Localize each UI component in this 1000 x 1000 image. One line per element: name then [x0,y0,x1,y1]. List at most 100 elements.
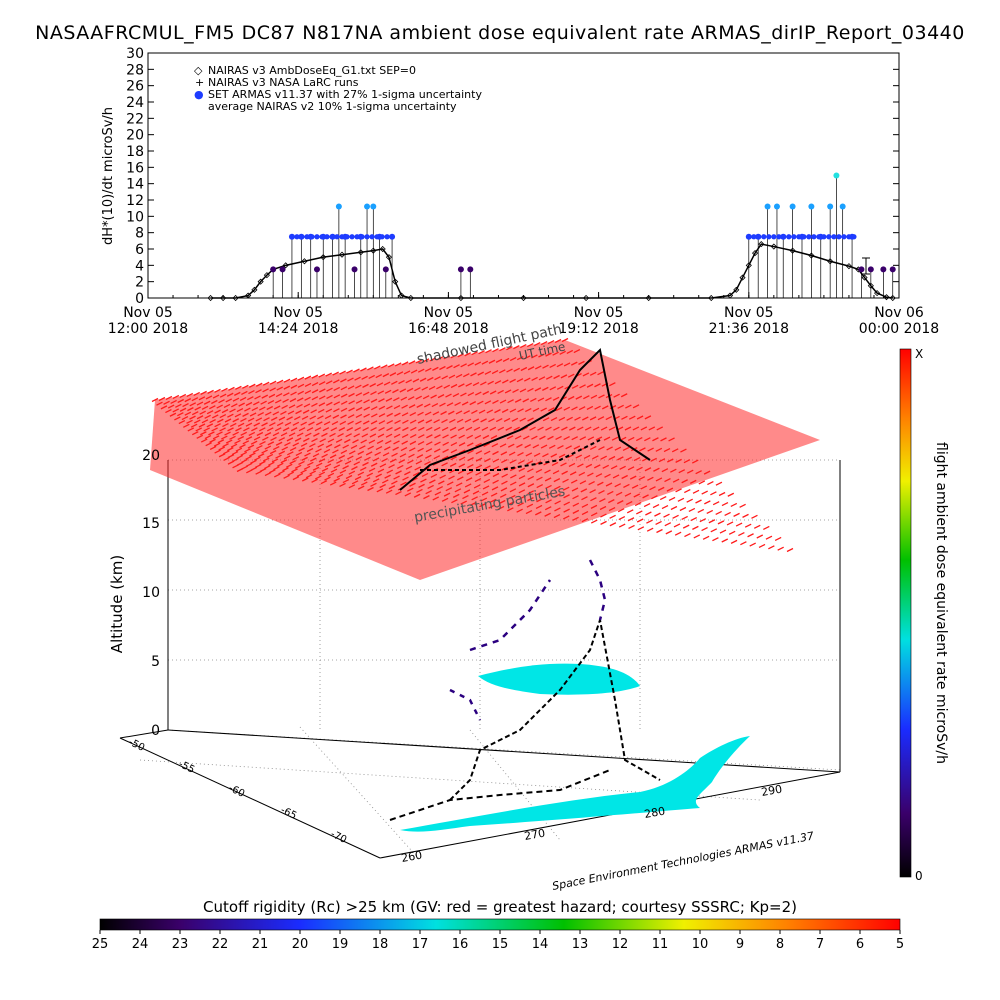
particle-dash [436,485,444,491]
particle-dash [206,423,214,428]
particle-dash [522,398,530,403]
particle-dash [233,391,241,396]
particle-dash [535,468,543,474]
particle-dash [486,409,494,414]
particle-dash [374,365,381,370]
particle-dash [535,511,542,516]
particle-dash [581,503,589,508]
particle-dash [509,494,516,500]
measurement-point [851,234,857,240]
particle-dash [403,370,411,375]
particle-dash [501,408,509,413]
particle-dash [267,441,275,446]
particle-dash [517,408,524,413]
particle-dash [597,416,605,421]
particle-dash [250,459,257,464]
particle-dash [347,377,354,382]
particle-dash [558,416,566,422]
particle-dash [367,366,374,371]
particle-dash [266,453,274,459]
particle-dash [372,478,380,483]
particle-dash [455,482,463,487]
particle-dash [620,393,628,398]
particle-dash [340,378,347,383]
x-tick-label-date: Nov 05 [123,305,173,321]
particle-dash [684,533,691,538]
measurement-point [831,234,837,240]
particle-dash [617,404,624,409]
particle-dash [623,483,630,489]
particle-dash [581,518,589,523]
particle-dash [604,473,611,478]
particle-dash [471,409,478,415]
particle-dash [726,521,734,526]
particle-dash [324,476,331,481]
particle-dash [629,475,637,480]
particle-dash [348,392,355,398]
particle-dash [575,395,583,400]
particle-dash [683,459,691,464]
particle-dash [460,363,467,368]
particle-dash [384,389,392,394]
particle-dash [255,417,263,422]
particle-dash [616,500,624,505]
particle-dash [572,502,580,507]
model-dose-line [210,243,893,299]
particle-dash [183,423,190,428]
particle-dash [584,426,592,431]
rc-tick-label: 12 [612,937,629,952]
particle-dash [686,469,694,474]
particle-dash [297,376,305,381]
particle-dash [193,419,201,424]
particle-dash [608,455,616,461]
measurement-point [359,234,365,240]
particle-dash [554,500,561,505]
particle-dash [556,363,564,368]
particle-dash [542,417,550,422]
particle-dash [466,434,474,439]
particle-dash [239,396,247,402]
particle-dash [363,399,370,404]
particle-dash [363,477,371,482]
particle-dash [357,450,365,455]
particle-dash [172,394,180,400]
particle-dash [345,433,352,438]
particle-dash [387,363,395,368]
particle-dash [449,462,457,467]
particle-dash [287,471,294,476]
particle-dash [489,390,497,395]
measurement-point [796,234,802,240]
particle-dash [360,481,368,486]
particle-dash [721,538,729,543]
particle-dash [214,388,221,393]
particle-dash [534,460,542,466]
particle-dash [211,399,218,405]
particle-dash [436,385,443,390]
particle-dash [524,444,531,449]
particle-dash [666,487,674,492]
particle-dash [531,376,538,382]
particle-dash [569,471,577,476]
particle-dash [578,471,586,477]
particle-dash [262,381,270,386]
particle-dash [571,384,579,389]
measurement-point [384,234,390,240]
particle-dash [504,389,512,394]
particle-dash [268,461,275,466]
particle-dash [645,511,652,516]
particle-dash [296,472,304,478]
particle-dash [362,426,369,432]
particle-dash [292,476,300,481]
measurement-point [821,234,827,240]
particle-dash [364,456,371,461]
particle-dash [581,496,588,501]
particle-dash [508,501,515,506]
particle-dash [572,516,579,521]
particle-dash [530,397,537,403]
particle-dash [545,352,552,357]
particle-dash [622,446,630,451]
particle-dash [457,353,465,358]
legend-label-nairas-v3-larc: NAIRAS v3 NASA LaRC runs [208,76,359,89]
particle-dash [509,459,517,464]
particle-dash [274,399,282,404]
